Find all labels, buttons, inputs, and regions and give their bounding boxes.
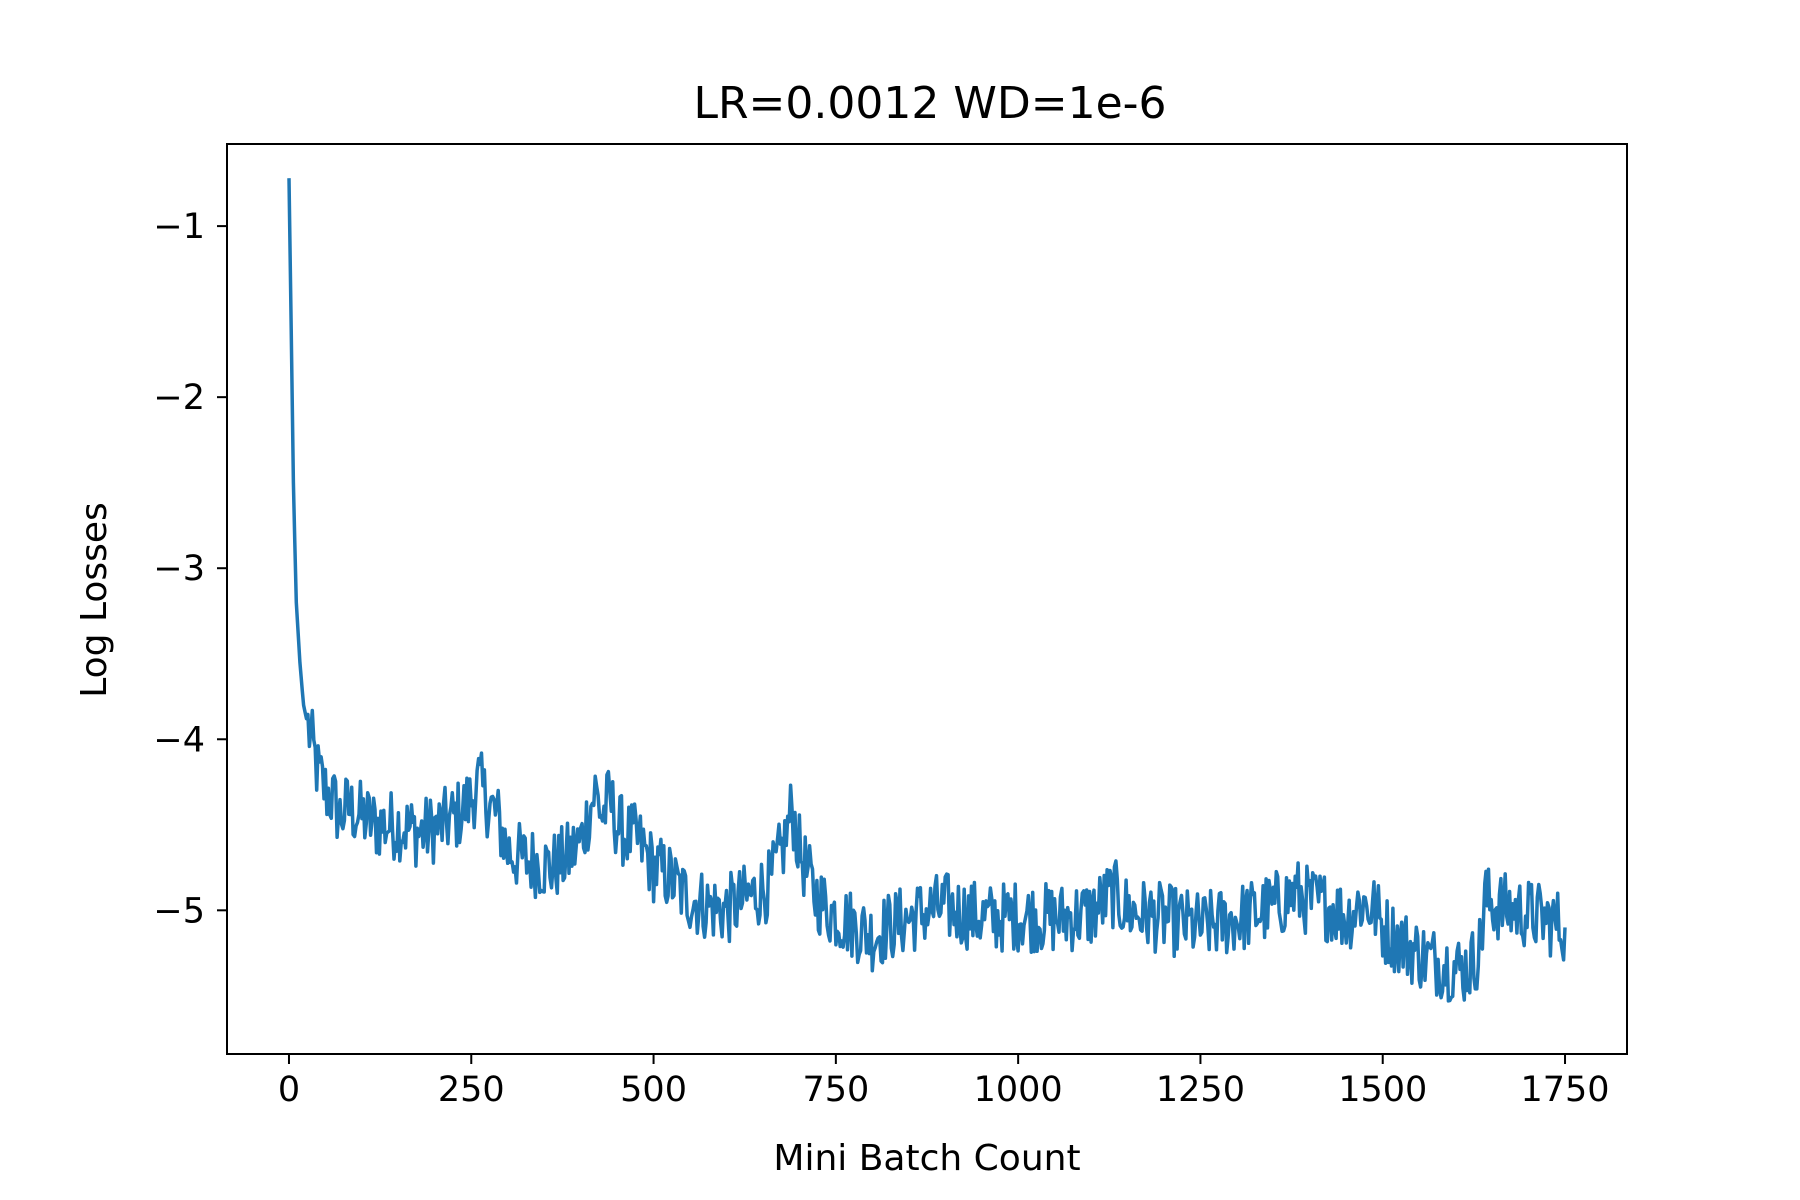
y-tick-label: −1: [153, 207, 205, 247]
x-tick-label: 250: [438, 1070, 505, 1110]
y-tick-label: −4: [153, 720, 205, 760]
x-tick-label: 1000: [974, 1070, 1063, 1110]
y-axis-label: Log Losses: [74, 502, 115, 698]
y-tick-label: −3: [153, 549, 205, 589]
chart-title: LR=0.0012 WD=1e-6: [693, 78, 1166, 129]
x-tick-label: 1250: [1156, 1070, 1245, 1110]
series-line: [287, 178, 1567, 1003]
x-tick-label: 750: [802, 1070, 869, 1110]
y-tick-label: −2: [153, 378, 205, 418]
x-axis-label: Mini Batch Count: [773, 1138, 1080, 1179]
y-tick-label: −5: [153, 891, 205, 931]
x-tick-label: 500: [620, 1070, 687, 1110]
x-tick-label: 1750: [1520, 1070, 1609, 1110]
x-tick-label: 1500: [1338, 1070, 1427, 1110]
x-axis-ticks: 0 250 500 750 1000 1250 1500 1750: [278, 1054, 1610, 1110]
x-tick-label: 0: [278, 1070, 300, 1110]
y-axis-ticks: −1 −2 −3 −4 −5: [153, 207, 227, 931]
plot-frame: [226, 143, 1628, 1055]
